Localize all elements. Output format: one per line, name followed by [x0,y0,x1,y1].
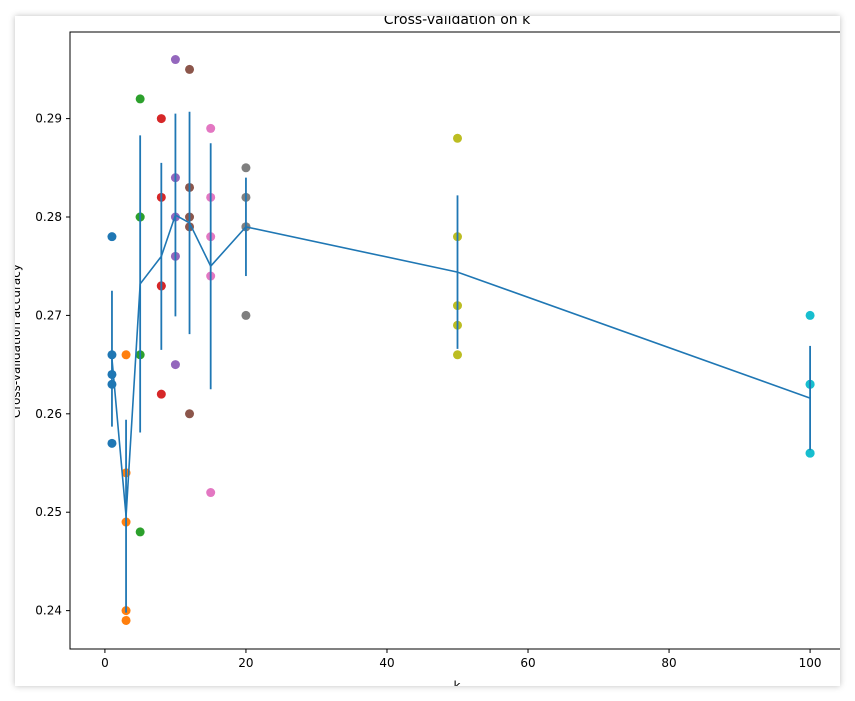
scatter-point-k100-3 [805,448,815,458]
x-tick-label-0: 0 [101,656,109,670]
scatter-point-k50-4 [453,350,462,360]
plot-area-frame [69,31,840,650]
scatter-point-k20-0 [241,310,251,320]
scatter-point-k8-0 [156,389,166,399]
y-tick-label-0.26: 0.26 [35,407,62,421]
y-tick-label-0.28: 0.28 [35,210,62,224]
x-tick-label-60: 60 [520,656,535,670]
scatter-point-k20-4 [241,163,251,173]
x-axis-label: k [454,679,461,686]
y-tick-label-0.29: 0.29 [35,112,62,126]
scatter-point-k1-3 [107,232,117,242]
plot-marks [107,55,815,625]
y-axis-label: Cross-validation accuracy [15,264,23,418]
figure: Cross-validation on k 0 20 40 60 80 100 0.24 0.… [15,16,840,686]
scatter-point-k50-1 [453,133,462,143]
scatter-point-k100-1 [805,310,815,320]
scatter-point-k1-1 [107,438,117,448]
x-tick-label-20: 20 [238,656,253,670]
scatter-point-k5-3 [135,94,145,104]
scatter-point-k8-3 [156,114,166,124]
y-tick-label-0.27: 0.27 [35,308,62,322]
mean-accuracy-line [111,213,811,517]
scatter-point-k12-0 [185,409,195,419]
x-tick-label-100: 100 [799,656,822,670]
y-tick-label-0.24: 0.24 [35,604,62,618]
scatter-point-k15-1 [206,123,216,133]
y-tick-label-0.25: 0.25 [35,505,62,519]
scatter-point-k10-0 [170,360,180,370]
scatter-point-k3-3 [121,350,131,360]
x-tick-label-40: 40 [379,656,394,670]
cross-validation-chart: Cross-validation on k 0 20 40 60 80 100 0.24 0.… [15,16,840,686]
scatter-point-k10-1 [170,55,180,65]
chart-title: Cross-validation on k [384,16,531,28]
axis-ticks: 0 20 40 60 80 100 0.24 0.25 0.26 0.27 0.28 0.29 [35,112,821,670]
x-tick-label-80: 80 [661,656,676,670]
scatter-point-k5-0 [135,527,145,537]
scatter-point-k3-0 [121,615,131,625]
scatter-point-k12-1 [185,64,195,74]
scatter-point-k15-0 [206,488,216,498]
